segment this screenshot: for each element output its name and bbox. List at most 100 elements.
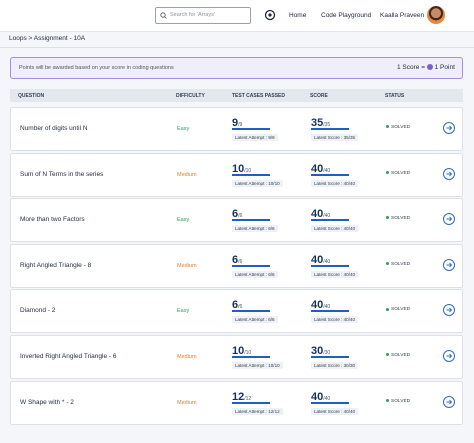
progress-bar [311, 310, 349, 313]
score-total: /30 [323, 350, 331, 356]
passed-value: 10/10 [232, 159, 251, 177]
passed: 10 [232, 345, 245, 357]
open-button[interactable] [443, 304, 455, 317]
status: SOLVED [386, 399, 410, 404]
status: SOLVED [386, 307, 410, 312]
question-name: More than two Factors [20, 216, 85, 224]
score-value: 40/40 [311, 387, 330, 405]
question-name: Number of digits until N [20, 125, 88, 132]
score-value: 40/40 [311, 159, 330, 177]
progress-bar [311, 401, 349, 404]
difficulty: Medium [177, 262, 197, 269]
arrow-icon [446, 399, 453, 404]
status-dot [386, 170, 389, 174]
score-total: /40 [323, 395, 331, 402]
difficulty: Easy [177, 126, 190, 132]
progress-bar [232, 264, 270, 267]
status: SOLVED [386, 216, 410, 221]
score-value: 30/30 [311, 341, 330, 359]
score-latest: Latest Score : 35/35 [311, 134, 359, 141]
score: 40 [311, 253, 324, 266]
score-latest: Latest Score : 30/30 [311, 362, 359, 369]
score: 40 [311, 208, 324, 221]
status-text: SOLVED [391, 125, 411, 130]
passed: 9 [232, 117, 239, 129]
difficulty: Medium [177, 171, 197, 178]
open-button[interactable] [443, 167, 455, 180]
status: SOLVED [386, 125, 410, 130]
status: SOLVED [386, 262, 410, 267]
question-row: Right Angled Triangle - 8 Medium 6/6 Latest… [10, 243, 463, 288]
status-text: SOLVED [391, 261, 411, 267]
passed-latest: Latest Attempt : 6/6 [232, 225, 278, 233]
status-text: SOLVED [391, 353, 411, 358]
open-button[interactable] [443, 213, 455, 226]
logo [264, 9, 276, 21]
score-value: 40/40 [311, 295, 330, 313]
passed-total: /6 [238, 258, 243, 265]
status-dot [386, 398, 389, 402]
passed-value: 6/6 [232, 204, 242, 222]
passed: 6 [232, 299, 239, 312]
question-row: Diamond - 2 Easy 6/6 Latest Attempt : 6/6 40… [10, 289, 463, 334]
user-name[interactable]: Kaalla Praveen [380, 12, 425, 19]
arrow-icon [446, 308, 453, 313]
open-button[interactable] [443, 122, 455, 134]
column-header: QUESTION [18, 93, 45, 99]
status-dot [386, 262, 389, 266]
status-text: SOLVED [391, 307, 411, 313]
passed-latest: Latest Attempt : 9/9 [232, 134, 278, 141]
score: 35 [311, 117, 324, 129]
score-latest: Latest Score : 40/40 [311, 225, 359, 233]
status-text: SOLVED [391, 216, 411, 222]
status-text: SOLVED [391, 170, 411, 176]
point-icon [426, 64, 433, 70]
status-dot [386, 125, 389, 129]
table-header: QUESTION DIFFICULTY TEST CASES PASSED SCORE… [10, 89, 463, 102]
avatar[interactable] [427, 6, 445, 24]
score-value: 40/40 [311, 204, 330, 222]
passed-value: 6/6 [232, 295, 242, 313]
passed: 6 [232, 253, 239, 266]
passed-value: 9/9 [232, 113, 242, 131]
passed: 10 [232, 162, 245, 175]
passed-latest: Latest Attempt : 6/6 [232, 270, 278, 278]
nav-home[interactable]: Home [289, 12, 307, 19]
score-latest: Latest Score : 40/40 [311, 316, 359, 324]
score: 40 [311, 162, 324, 175]
status-dot [386, 216, 389, 220]
nav-playground[interactable]: Code Playground [321, 12, 372, 19]
open-button[interactable] [443, 258, 455, 271]
question-name: Sum of N Terms in the series [20, 170, 104, 178]
score-latest: Latest Score : 40/40 [311, 270, 359, 278]
difficulty: Medium [177, 354, 197, 360]
breadcrumb: Loops > Assignment - 10A [9, 35, 86, 42]
progress-bar [232, 219, 270, 222]
arrow-icon [446, 353, 453, 359]
difficulty: Easy [177, 217, 190, 224]
question-row: Inverted Right Angled Triangle - 6 Medium… [10, 335, 463, 379]
progress-bar [311, 264, 349, 267]
difficulty: Medium [177, 399, 197, 406]
progress-bar [232, 356, 270, 358]
passed-total: /10 [244, 167, 252, 174]
passed-value: 6/6 [232, 250, 242, 268]
passed-total: /10 [244, 350, 252, 356]
question-row: Sum of N Terms in the series Medium 10/10 L… [10, 152, 463, 197]
passed-latest: Latest Attempt : 12/12 [232, 407, 283, 415]
arrow-icon [446, 171, 453, 176]
banner: Points will be awarded based on your sco… [10, 57, 463, 79]
passed-latest: Latest Attempt : 10/10 [232, 179, 283, 187]
search-box[interactable]: Search for 'Arrays' [155, 7, 251, 24]
passed-latest: Latest Attempt : 10/10 [232, 362, 283, 369]
score: 40 [311, 299, 324, 312]
status: SOLVED [386, 171, 410, 176]
status: SOLVED [386, 353, 410, 358]
score-latest: Latest Score : 40/40 [311, 179, 359, 187]
status-dot [386, 307, 389, 311]
passed-total: /9 [238, 122, 243, 128]
open-button[interactable] [443, 350, 455, 362]
open-button[interactable] [443, 395, 455, 408]
question-name: W Shape with * - 2 [20, 398, 74, 406]
